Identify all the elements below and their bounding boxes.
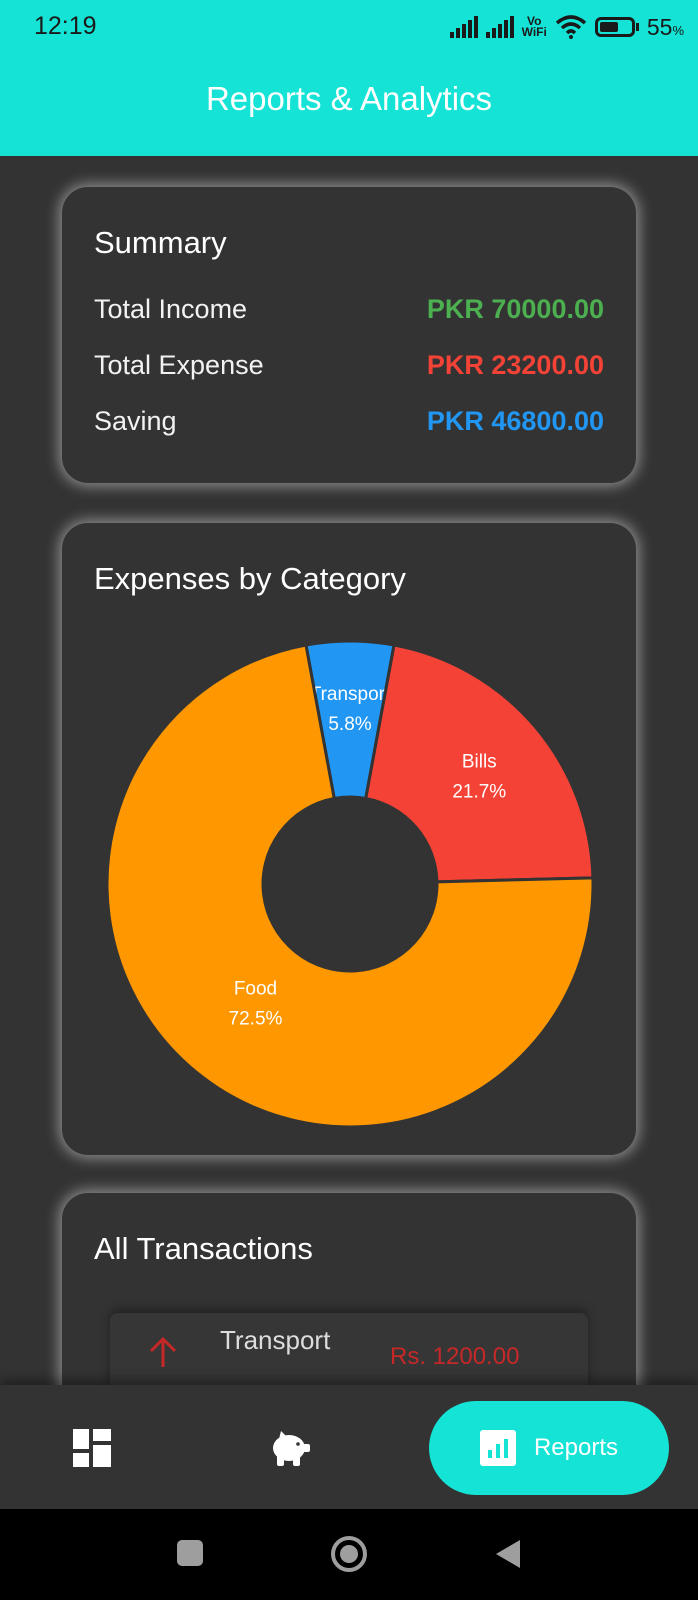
square-icon[interactable]: [177, 1540, 203, 1566]
pie-label-transport: Transport: [310, 684, 391, 705]
pie-percent-transport: 5.8%: [328, 714, 371, 735]
signal-icon: [449, 16, 478, 38]
circle-icon[interactable]: [329, 1534, 369, 1574]
nav-reports-label: Reports: [533, 1434, 619, 1461]
pie-percent-food: 72.5%: [229, 1008, 283, 1029]
transactions-title: All Transactions: [94, 1231, 313, 1266]
saving-label: Saving: [94, 406, 177, 436]
pie-label-bills: Bills: [462, 752, 497, 773]
signal-icon-2: [485, 16, 514, 38]
battery-percent: 55%: [646, 13, 684, 40]
pie-slice-bills[interactable]: [364, 643, 595, 884]
expenses-title: Expenses by Category: [94, 561, 406, 596]
pie-label-food: Food: [234, 978, 277, 999]
transaction-row[interactable]: Transport Rs. 1200.00: [110, 1313, 588, 1393]
bar-chart-icon: [479, 1430, 516, 1466]
system-nav-bar: [0, 1509, 698, 1600]
status-icons: Vo WiFi 55%: [449, 12, 684, 42]
saving-value: PKR 46800.00: [426, 406, 604, 436]
expenses-card: Expenses by Category Transport 5.8% Bills 2…: [62, 523, 636, 1155]
nav-dashboard[interactable]: [58, 1420, 126, 1476]
total-expense-label: Total Expense: [94, 350, 264, 380]
total-income-value: PKR 70000.00: [426, 294, 604, 324]
dashboard-icon: [73, 1429, 111, 1467]
piggy-bank-icon: [273, 1431, 310, 1466]
summary-title: Summary: [94, 225, 227, 260]
battery-icon: [594, 17, 635, 37]
summary-card: Summary Total Income PKR 70000.00 Total …: [62, 187, 636, 483]
transaction-category: Transport: [220, 1325, 331, 1355]
nav-savings[interactable]: [256, 1420, 324, 1476]
nav-reports[interactable]: Reports: [429, 1401, 669, 1495]
total-expense-value: PKR 23200.00: [426, 350, 604, 380]
app-bar: 12:19 Vo WiFi 55% Reports & Analytics: [0, 0, 698, 156]
transaction-amount: Rs. 1200.00: [390, 1343, 520, 1370]
expenses-pie-chart: Transport 5.8% Bills 21.7% Food 72.5%: [105, 639, 595, 1129]
page-title: Reports & Analytics: [205, 80, 493, 117]
pie-percent-bills: 21.7%: [452, 782, 506, 803]
vowifi-icon: Vo WiFi: [521, 14, 547, 39]
status-time: 12:19: [34, 12, 97, 40]
arrow-up-icon: [149, 1336, 177, 1367]
back-triangle-icon[interactable]: [492, 1538, 522, 1570]
wifi-icon: [555, 15, 586, 39]
total-income-label: Total Income: [94, 294, 248, 324]
pie-slice-food[interactable]: [105, 643, 595, 1129]
bottom-nav: Reports: [0, 1385, 698, 1509]
